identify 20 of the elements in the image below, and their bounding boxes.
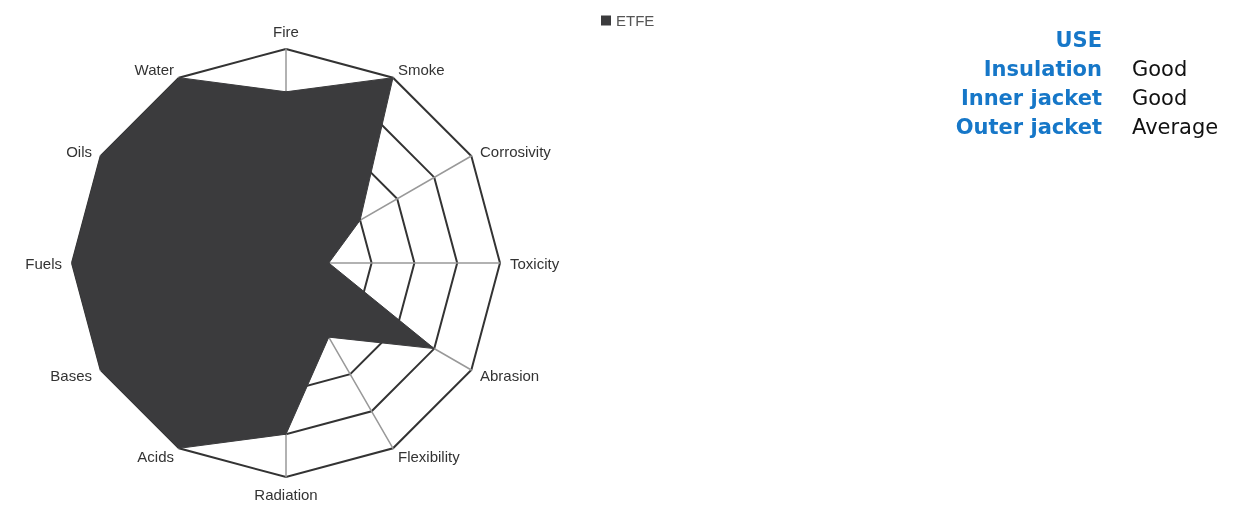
text: Outer jacket bbox=[954, 114, 1102, 141]
spoke-label: Bases bbox=[50, 366, 93, 384]
spoke-label: Fire bbox=[273, 23, 299, 40]
spoke-label: Toxicity bbox=[510, 254, 560, 272]
spoke-label: Radiation bbox=[254, 486, 318, 503]
spoke-label: Water bbox=[134, 60, 174, 78]
text: Good bbox=[1131, 56, 1188, 83]
text: Good bbox=[1131, 85, 1188, 112]
text: Insulation bbox=[982, 56, 1102, 83]
text: Average bbox=[1131, 114, 1219, 141]
text: Inner jacket bbox=[959, 85, 1102, 112]
spoke-label: Fuels bbox=[25, 254, 62, 272]
spoke-label: Smoke bbox=[398, 60, 445, 78]
legend-label: ETFE bbox=[616, 12, 655, 29]
spoke-label: Acids bbox=[137, 448, 174, 466]
spoke-label: Flexibility bbox=[398, 448, 461, 466]
spoke-label: Abrasion bbox=[479, 366, 540, 384]
text: USE bbox=[1054, 27, 1102, 54]
spoke-label: Oils bbox=[66, 142, 93, 160]
spoke-label: Corrosivity bbox=[479, 142, 552, 160]
